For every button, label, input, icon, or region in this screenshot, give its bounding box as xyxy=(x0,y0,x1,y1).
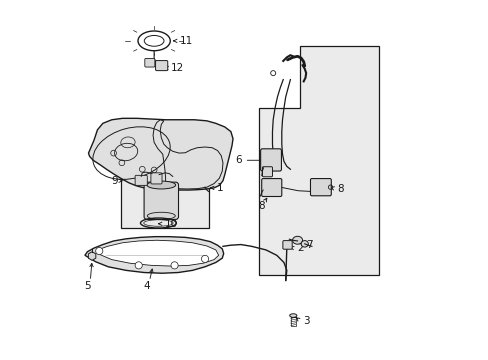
FancyBboxPatch shape xyxy=(262,167,272,177)
FancyBboxPatch shape xyxy=(144,182,178,220)
FancyBboxPatch shape xyxy=(282,240,292,249)
Polygon shape xyxy=(88,252,96,260)
FancyBboxPatch shape xyxy=(151,173,162,184)
Bar xyxy=(290,317,295,326)
Circle shape xyxy=(96,247,102,255)
Text: 11: 11 xyxy=(180,36,193,46)
FancyBboxPatch shape xyxy=(144,58,155,67)
Text: 12: 12 xyxy=(170,63,183,73)
Text: 1: 1 xyxy=(217,183,223,193)
FancyBboxPatch shape xyxy=(260,149,281,171)
Polygon shape xyxy=(85,237,223,273)
Text: 8: 8 xyxy=(258,201,264,211)
Text: 8: 8 xyxy=(337,184,344,194)
FancyBboxPatch shape xyxy=(135,175,147,185)
Circle shape xyxy=(171,262,178,269)
Bar xyxy=(121,126,208,228)
Text: 9: 9 xyxy=(111,176,118,186)
Text: 2: 2 xyxy=(296,243,303,253)
Ellipse shape xyxy=(301,240,308,247)
Ellipse shape xyxy=(147,181,175,189)
Ellipse shape xyxy=(289,314,296,318)
Circle shape xyxy=(135,262,142,269)
Circle shape xyxy=(201,255,208,262)
Polygon shape xyxy=(258,45,378,275)
FancyBboxPatch shape xyxy=(310,179,330,196)
Text: 10: 10 xyxy=(164,219,178,229)
Polygon shape xyxy=(88,118,233,190)
Text: 3: 3 xyxy=(303,316,309,325)
Ellipse shape xyxy=(292,236,302,244)
Text: 7: 7 xyxy=(306,240,312,250)
Text: 5: 5 xyxy=(84,281,91,291)
Text: 6: 6 xyxy=(235,155,241,165)
FancyBboxPatch shape xyxy=(261,179,281,197)
Text: 4: 4 xyxy=(143,281,150,291)
FancyBboxPatch shape xyxy=(155,60,167,71)
Polygon shape xyxy=(97,240,218,266)
